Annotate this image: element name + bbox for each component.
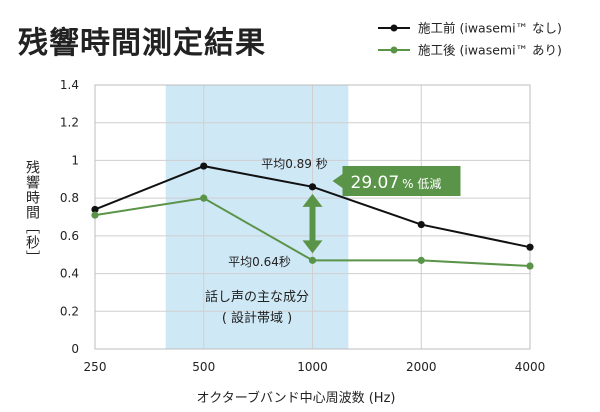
reduction-label: 29.07% 低減 xyxy=(351,173,442,193)
data-point xyxy=(200,194,208,202)
x-tick-label: 250 xyxy=(84,360,107,374)
grid-lines xyxy=(94,84,531,350)
reduction-value: 29.07 xyxy=(351,173,400,193)
data-point xyxy=(308,183,317,191)
x-axis-label: オクターブバンド中心周波数 (Hz) xyxy=(197,390,396,406)
y-tick-label: 0.8 xyxy=(60,191,79,205)
data-point xyxy=(308,256,317,264)
before-average-label: 平均0.89 秒 xyxy=(261,157,328,171)
data-point xyxy=(91,205,99,214)
badge-pointer xyxy=(332,174,343,188)
arrow-head-up xyxy=(302,193,323,207)
band-label-2: ( 設計帯域 ) xyxy=(222,310,292,326)
y-tick-label: 1 xyxy=(71,153,79,167)
x-tick-label: 4000 xyxy=(515,360,546,374)
page-title: 残響時間測定結果 xyxy=(18,26,266,61)
y-tick-label: 0.2 xyxy=(60,304,79,318)
y-tick-label: 0 xyxy=(71,342,79,356)
y-tick-label: 1.2 xyxy=(60,116,79,130)
data-point xyxy=(417,256,425,264)
legend: 施工前 (iwasemi™ なし) 施工後 (iwasemi™ あり) xyxy=(378,21,562,58)
data-point xyxy=(91,211,99,219)
legend-entry-after: 施工後 (iwasemi™ あり) xyxy=(418,43,562,58)
reduction-unit: % 低減 xyxy=(402,176,441,191)
data-point xyxy=(526,243,534,251)
x-tick-label: 500 xyxy=(192,360,215,374)
x-tick-label: 1000 xyxy=(297,360,328,374)
arrow-head-down xyxy=(302,240,323,254)
data-point xyxy=(417,220,425,229)
legend-entry-before: 施工前 (iwasemi™ なし) xyxy=(418,21,562,36)
data-point xyxy=(526,262,534,270)
x-ticks: 250 500 1000 2000 4000 xyxy=(84,360,546,374)
y-tick-label: 0.6 xyxy=(60,229,79,243)
y-tick-label: 0.4 xyxy=(60,267,79,281)
reduction-badge xyxy=(342,166,461,196)
y-ticks: 0 0.2 0.4 0.6 0.8 1 1.2 1.4 xyxy=(60,78,79,356)
x-tick-label: 2000 xyxy=(406,360,437,374)
band-label-1: 話し声の主な成分 xyxy=(205,289,309,305)
y-axis-label: 残響時間［秒］ xyxy=(24,160,40,265)
design-band xyxy=(165,85,349,349)
reduction-arrow xyxy=(302,174,343,254)
series-group xyxy=(91,162,534,270)
data-point xyxy=(200,162,208,170)
y-tick-label: 1.4 xyxy=(60,78,79,92)
after-average-label: 平均0.64秒 xyxy=(228,255,291,269)
